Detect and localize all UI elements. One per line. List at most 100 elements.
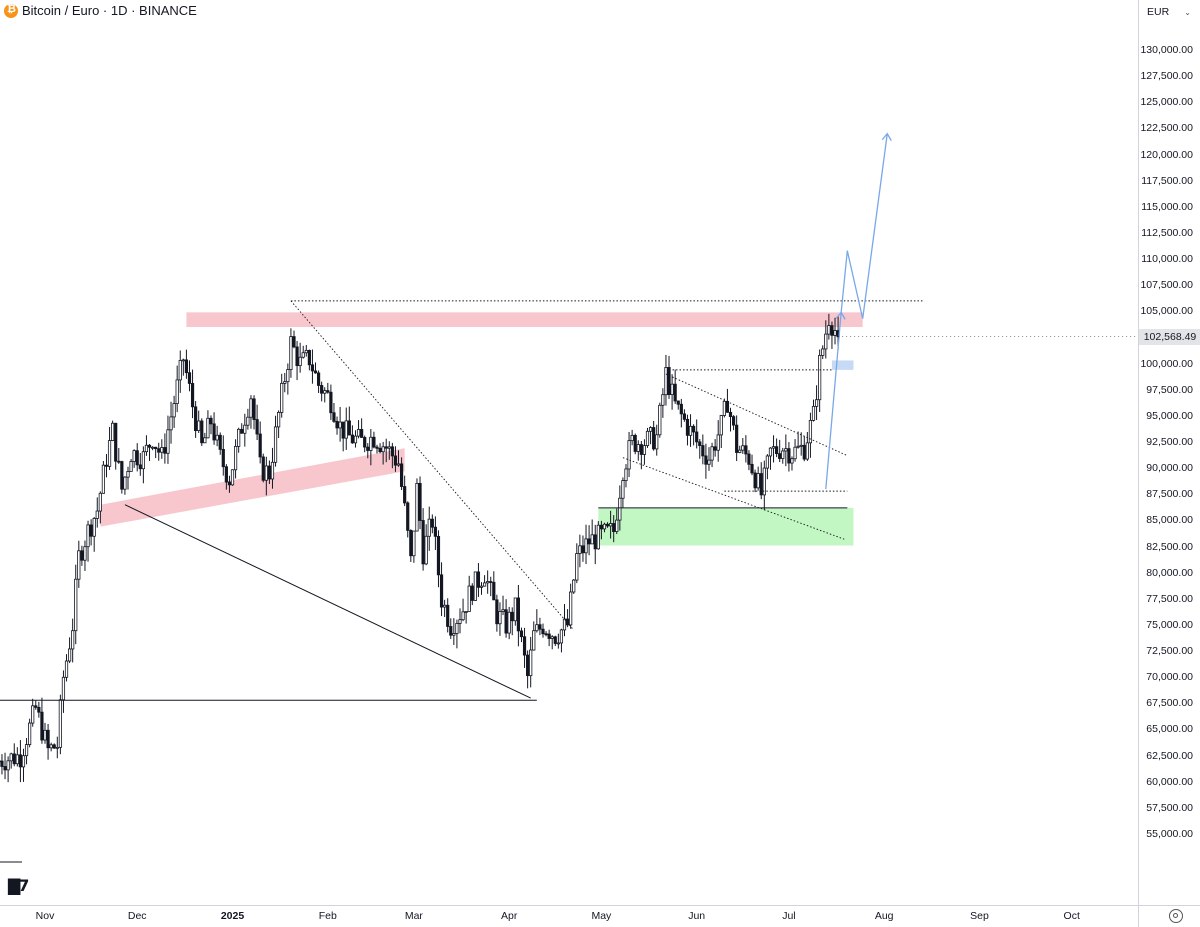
candle-body: [717, 435, 719, 450]
candle-body: [397, 464, 399, 465]
candle-body: [379, 448, 381, 451]
candle-body: [720, 415, 722, 434]
candle-body: [133, 451, 135, 462]
candle-body: [228, 482, 230, 485]
price-tick-label: 110,000.00: [1141, 253, 1193, 265]
price-tick-label: 112,500.00: [1141, 227, 1193, 239]
candle-body: [579, 546, 581, 554]
candle-body: [726, 401, 728, 412]
candle-body: [619, 498, 621, 520]
candle-body: [822, 349, 824, 356]
candle-body: [751, 464, 753, 473]
candle-body: [287, 370, 289, 382]
candle-body: [825, 334, 827, 349]
candle-body: [250, 399, 252, 417]
tradingview-logo: ▇7: [8, 876, 27, 895]
candle-body: [778, 454, 780, 459]
candle-body: [677, 401, 679, 404]
settings-icon[interactable]: [1169, 909, 1183, 923]
candle-body: [499, 611, 501, 623]
candle-body: [800, 445, 802, 446]
candle-body: [714, 447, 716, 450]
candle-body: [480, 586, 482, 587]
candle-body: [453, 633, 455, 635]
candle-body: [732, 417, 734, 426]
candle-body: [446, 605, 448, 626]
candle-body: [400, 464, 402, 487]
candle-body: [505, 610, 507, 633]
candle-body: [600, 525, 602, 529]
candle-body: [551, 637, 553, 639]
time-tick-label: Apr: [501, 910, 517, 922]
candle-body: [834, 331, 836, 336]
currency-select[interactable]: EUR ⌄: [1145, 4, 1193, 20]
candle-body: [612, 524, 614, 532]
candle-body: [477, 572, 479, 587]
candle-body: [683, 414, 685, 419]
candle-body: [311, 365, 313, 371]
target-zone: [832, 360, 854, 369]
candle-body: [514, 598, 516, 621]
candle-body: [459, 620, 461, 624]
time-tick-label: Jun: [688, 910, 705, 922]
candle-body: [416, 483, 418, 531]
candle-body: [151, 447, 153, 448]
candle-body: [708, 460, 710, 464]
candle-body: [139, 465, 141, 469]
candle-body: [327, 391, 329, 393]
chevron-down-icon: ⌄: [1184, 8, 1191, 17]
candle-body: [317, 373, 319, 386]
price-tick-label: 130,000.00: [1140, 44, 1193, 56]
candle-body: [363, 437, 365, 447]
candle-body: [154, 447, 156, 448]
candle-body: [594, 535, 596, 549]
price-tick-label: 117,500.00: [1141, 175, 1193, 187]
candle-body: [745, 446, 747, 454]
candle-body: [293, 337, 295, 347]
candle-body: [665, 367, 667, 394]
price-tick-label: 97,500.00: [1146, 384, 1193, 396]
candle-body: [210, 418, 212, 424]
candle-body: [471, 586, 473, 600]
candle-body: [407, 503, 409, 530]
candle-body: [370, 437, 372, 450]
candle-body: [511, 612, 513, 621]
candle-body: [569, 592, 571, 625]
candle-body: [41, 712, 43, 740]
candle-body: [247, 417, 249, 425]
price-chart[interactable]: [0, 0, 1138, 905]
candle-body: [625, 469, 627, 481]
candle-body: [735, 425, 737, 452]
price-tick-label: 107,500.00: [1140, 279, 1193, 291]
candle-body: [22, 756, 24, 767]
candle-body: [748, 454, 750, 464]
candle-body: [659, 405, 661, 434]
candle-body: [382, 447, 384, 452]
candle-body: [237, 429, 239, 446]
candle-body: [145, 445, 147, 451]
candle-body: [806, 443, 808, 459]
candle-body: [308, 350, 310, 364]
candle-body: [529, 650, 531, 676]
candle-body: [443, 605, 445, 607]
candle-body: [637, 445, 639, 452]
price-tick-label: 115,000.00: [1141, 201, 1193, 213]
candle-body: [828, 326, 830, 335]
candle-body: [207, 418, 209, 438]
candle-body: [216, 435, 218, 440]
price-tick-label: 90,000.00: [1146, 462, 1193, 474]
time-tick-label: 2025: [221, 910, 244, 922]
candle-body: [388, 447, 390, 448]
candle-body: [656, 435, 658, 449]
candle-body: [689, 426, 691, 435]
candle-body: [336, 421, 338, 428]
candle-body: [791, 459, 793, 463]
candle-body: [59, 700, 61, 748]
candle-body: [760, 474, 762, 495]
candle-body: [345, 421, 347, 438]
candle-body: [803, 445, 805, 459]
candle-body: [542, 629, 544, 634]
candle-body: [508, 612, 510, 633]
